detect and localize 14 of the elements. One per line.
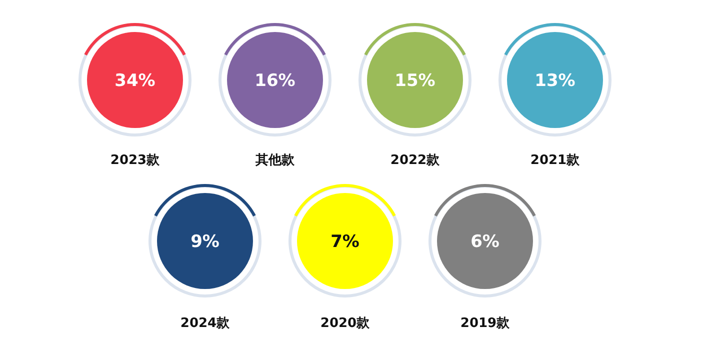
data-label: 9%	[190, 232, 220, 252]
category-label: 2020款	[320, 316, 371, 331]
category-label: 2023款	[110, 153, 161, 168]
category-label: 2019款	[460, 316, 511, 331]
category-label: 其他款	[254, 153, 296, 168]
category-label: 2024款	[180, 316, 231, 331]
data-label: 16%	[254, 70, 296, 91]
category-label: 2021款	[530, 153, 581, 168]
data-label: 13%	[534, 70, 576, 91]
data-label: 34%	[114, 70, 156, 91]
data-label: 6%	[470, 232, 500, 252]
category-label: 2022款	[390, 153, 441, 168]
data-label: 7%	[330, 232, 360, 252]
data-label: 15%	[394, 70, 436, 91]
